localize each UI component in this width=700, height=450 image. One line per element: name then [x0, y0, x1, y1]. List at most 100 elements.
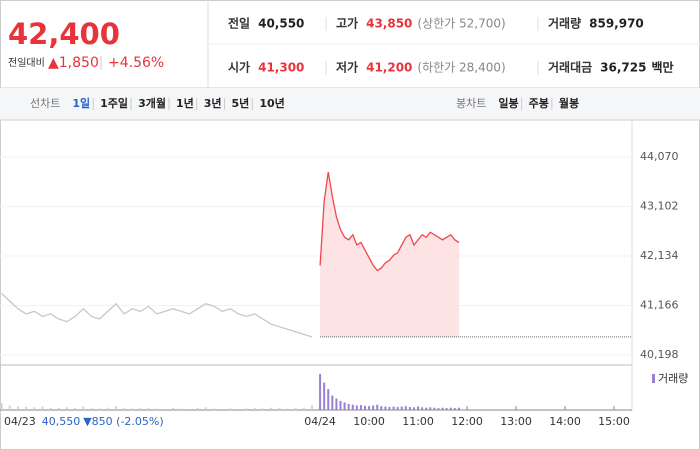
x-tick-label: 04/24: [304, 415, 336, 428]
volume-bar: [453, 408, 456, 410]
stat-label: 고가: [336, 16, 358, 31]
volume-bar: [408, 406, 411, 410]
stat-value: 43,850: [366, 17, 412, 31]
volume-bar: [421, 407, 424, 410]
stat-value: 40,550: [258, 17, 304, 31]
volume-bar: [392, 406, 395, 410]
volume-bar: [327, 389, 330, 410]
volume-bar: [368, 406, 371, 410]
volume-bar: [359, 405, 362, 410]
y-tick-label: 44,070: [640, 150, 679, 163]
volume-bar: [114, 406, 117, 410]
volume-bar: [425, 407, 428, 410]
volume-bar: [245, 408, 248, 410]
volume-bar: [363, 405, 366, 410]
volume-bar: [172, 408, 175, 410]
volume-bar: [335, 398, 338, 410]
volume-bar: [302, 407, 305, 410]
footer-change: ▼850 (-2.05%): [83, 415, 163, 428]
volume-bar: [90, 408, 93, 410]
volume-bar: [49, 407, 52, 410]
volume-bar: [355, 405, 358, 410]
change-pct: +4.56%: [108, 55, 164, 71]
stat-value: 36,725: [600, 61, 646, 75]
y-tick-label: 43,102: [640, 200, 679, 213]
volume-bar: [65, 407, 68, 410]
volume-bar: [396, 406, 399, 410]
y-tick-label: 42,134: [640, 249, 679, 262]
x-tick-label: 14:00: [549, 415, 581, 428]
volume-bar: [347, 403, 350, 410]
tab[interactable]: 3개월: [138, 96, 166, 110]
volume-bar: [106, 407, 109, 410]
volume-bar: [163, 408, 166, 410]
tab-group-label: 선차트: [30, 97, 60, 110]
volume-bar: [384, 406, 387, 410]
tab[interactable]: 3년: [204, 96, 222, 110]
volume-bar: [286, 408, 289, 410]
price: 42,400: [8, 17, 120, 51]
volume-bar: [457, 407, 460, 410]
volume-bar: [139, 408, 142, 410]
volume-bar: [380, 406, 383, 410]
volume-bar: [437, 408, 440, 410]
volume-bar: [8, 405, 11, 410]
volume-bar: [343, 402, 346, 410]
volume-bar: [433, 407, 436, 410]
legend-label: 거래량: [658, 372, 688, 385]
tab[interactable]: 주봉: [529, 97, 549, 110]
volume-bar: [25, 406, 28, 410]
x-tick-label: 13:00: [500, 415, 532, 428]
volume-bar: [123, 408, 126, 410]
volume-bar: [204, 407, 207, 410]
stat-extra: (하한가 28,400): [417, 61, 505, 75]
x-tick-label: 15:00: [598, 415, 630, 428]
volume-bar: [310, 405, 313, 410]
stat-value: 41,200: [366, 61, 412, 75]
tab[interactable]: 일봉: [498, 96, 518, 110]
volume-bar: [0, 403, 3, 410]
volume-bar: [441, 407, 444, 410]
tab[interactable]: 1일: [72, 96, 90, 110]
volume-bar: [221, 408, 224, 410]
volume-bar: [323, 382, 326, 410]
price-line: [1, 293, 313, 338]
change-label: 전일대비: [8, 57, 45, 69]
tab[interactable]: 10년: [259, 96, 284, 110]
volume-bar: [147, 407, 150, 410]
stat-label: 시가: [228, 60, 250, 75]
volume-bar: [131, 408, 134, 410]
stat-extra: 백만: [651, 60, 673, 75]
volume-bar: [400, 406, 403, 410]
volume-bar: [388, 406, 391, 410]
stat-label: 거래량: [548, 16, 581, 31]
stat-extra: (상한가 52,700): [417, 17, 505, 31]
x-tick-label: 11:00: [402, 415, 434, 428]
volume-bar: [237, 408, 240, 410]
change: ▲1,850: [48, 55, 99, 71]
volume-bar: [155, 408, 158, 410]
volume-bar: [404, 406, 407, 410]
stat-value: 859,970: [589, 17, 644, 31]
volume-bar: [412, 407, 415, 410]
volume-bar: [278, 408, 281, 410]
volume-bar: [212, 408, 215, 410]
tab[interactable]: 5년: [232, 96, 250, 110]
volume-bar: [417, 406, 420, 410]
y-tick-label: 40,198: [640, 348, 679, 361]
area: [320, 171, 459, 337]
tab-bar: [0, 88, 700, 120]
volume-bar: [196, 408, 199, 410]
tab[interactable]: 월봉: [559, 96, 579, 110]
x-tick-label: 10:00: [353, 415, 385, 428]
volume-bar: [41, 406, 44, 410]
tab[interactable]: 1년: [176, 96, 194, 110]
legend-swatch: [652, 374, 655, 383]
tab[interactable]: 1주일: [100, 96, 128, 110]
volume-bar: [253, 408, 256, 410]
volume-bar: [82, 406, 85, 410]
x-tick-label: 12:00: [451, 415, 483, 428]
price-line: [319, 171, 460, 272]
